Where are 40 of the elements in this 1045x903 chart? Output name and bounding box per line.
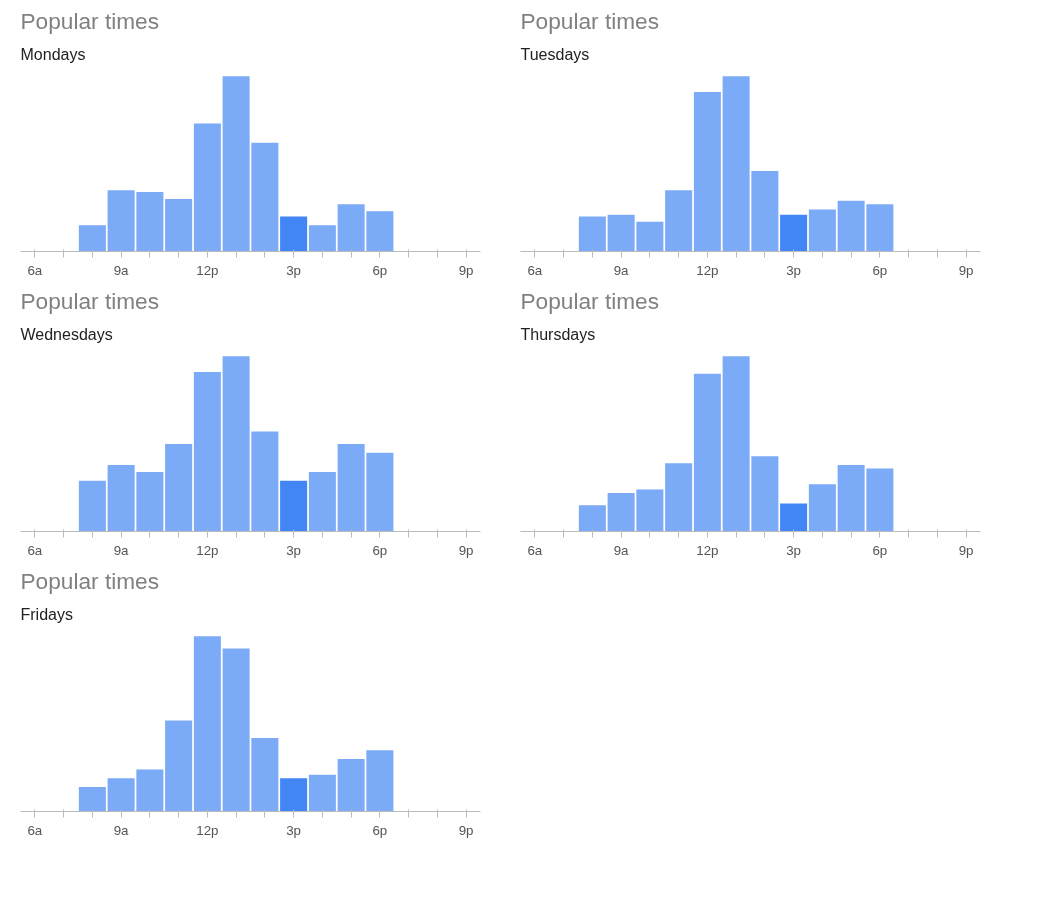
x-tick-label: 6a (527, 542, 543, 558)
x-tick-label: 6p (372, 542, 388, 558)
x-tick-label: 6p (372, 822, 388, 838)
x-tick-label: 9p (458, 542, 474, 558)
x-tick-label: 3p (786, 262, 802, 278)
chart-subtitle: Fridays (20, 605, 73, 623)
x-tick-label: 12p (696, 542, 719, 558)
x-tick-label: 3p (286, 262, 302, 278)
x-tick-label: 9p (958, 542, 974, 558)
x-tick-label: 6a (27, 542, 43, 558)
chart-title: Popular times (520, 287, 660, 314)
x-tick-label: 12p (196, 262, 219, 278)
x-tick-label: 9a (613, 542, 630, 558)
x-tick-label: 9p (458, 262, 474, 278)
chart-title: Popular times (20, 567, 160, 594)
x-tick-label: 9a (613, 262, 630, 278)
x-tick-label: 12p (196, 822, 219, 838)
x-tick-label: 3p (786, 542, 802, 558)
x-tick-label: 9p (458, 822, 474, 838)
x-tick-label: 6p (872, 262, 888, 278)
x-tick-label: 9p (958, 262, 974, 278)
chart-subtitle: Tuesdays (520, 45, 590, 63)
x-tick-label: 12p (696, 262, 719, 278)
x-tick-label: 9a (113, 822, 130, 838)
x-tick-label: 6a (27, 262, 43, 278)
x-tick-label: 6p (872, 542, 888, 558)
x-tick-label: 6a (27, 822, 43, 838)
chart-subtitle: Wednesdays (20, 325, 113, 343)
chart-title: Popular times (20, 287, 160, 314)
x-tick-label: 3p (286, 542, 302, 558)
x-tick-label: 6p (372, 262, 388, 278)
chart-subtitle: Thursdays (520, 325, 596, 343)
x-tick-label: 6a (527, 262, 543, 278)
x-tick-label: 9a (113, 262, 130, 278)
x-tick-label: 12p (196, 542, 219, 558)
x-tick-label: 3p (286, 822, 302, 838)
chart-title: Popular times (520, 7, 660, 34)
x-tick-label: 9a (113, 542, 130, 558)
chart-subtitle: Mondays (20, 45, 86, 63)
chart-title: Popular times (20, 7, 160, 34)
